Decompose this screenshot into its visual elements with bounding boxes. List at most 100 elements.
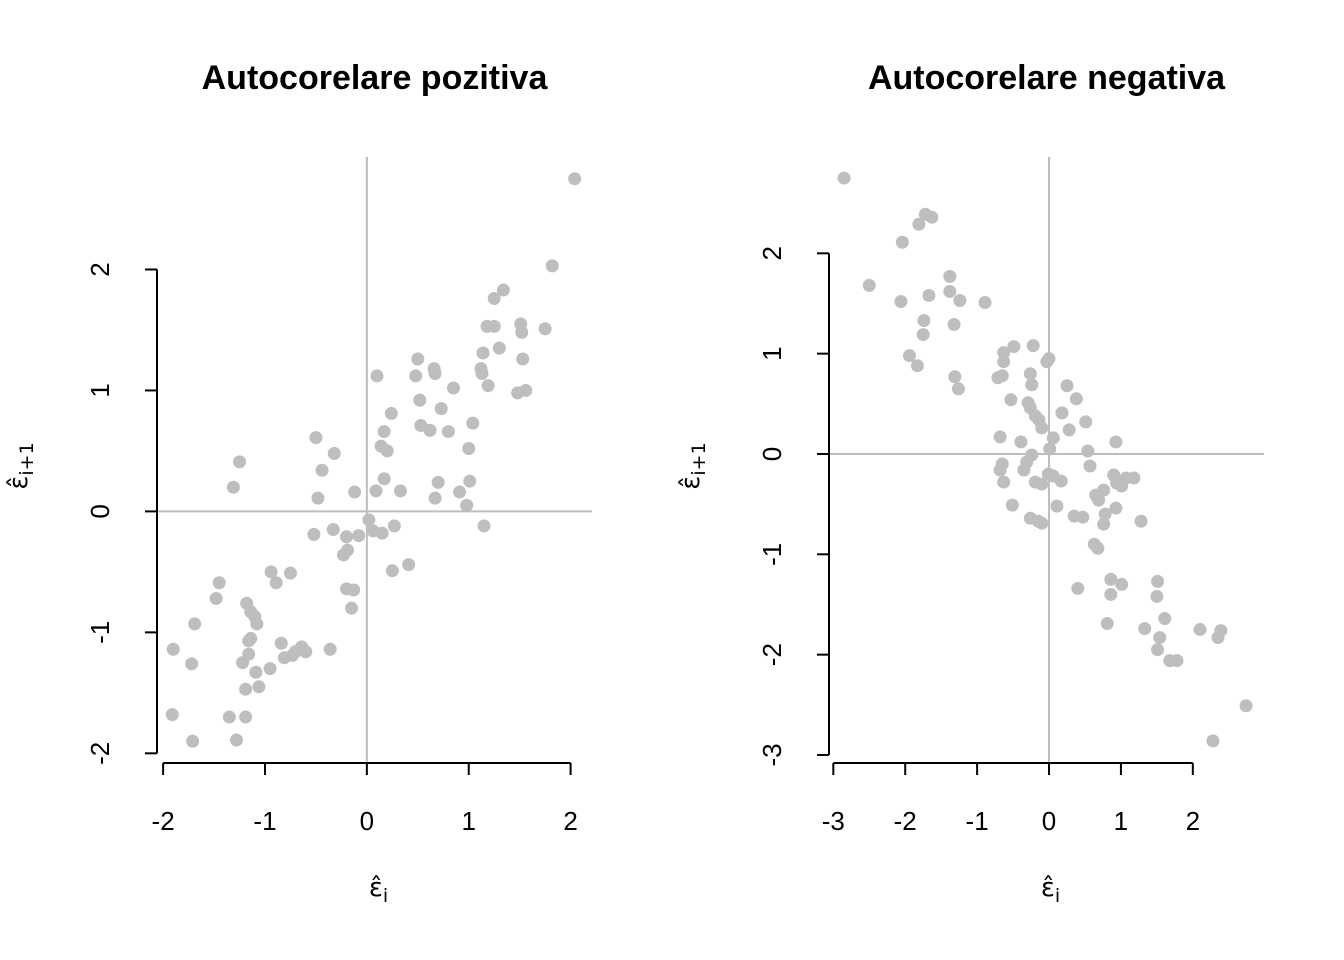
point	[487, 319, 501, 333]
point	[375, 526, 389, 540]
point	[1138, 622, 1152, 636]
point	[953, 293, 967, 307]
point	[1153, 631, 1167, 645]
y-axis-label-symbol: ε̂	[4, 476, 34, 490]
point	[209, 591, 223, 605]
point	[947, 318, 961, 332]
x-tick-label: -1	[253, 806, 276, 836]
point	[894, 294, 908, 308]
point	[568, 172, 582, 186]
point	[1054, 474, 1068, 488]
point	[1109, 501, 1123, 515]
point	[948, 370, 962, 384]
y-tick-label: -2	[757, 643, 787, 666]
y-axis-label-subscript: i+1	[688, 442, 710, 475]
point	[327, 446, 341, 460]
x-tick-label: 1	[461, 806, 475, 836]
point	[1023, 367, 1037, 381]
point	[978, 295, 992, 309]
point	[1092, 493, 1106, 507]
point	[1151, 643, 1165, 657]
y-tick-label: 0	[757, 447, 787, 461]
point	[1026, 339, 1040, 353]
point	[1115, 479, 1129, 493]
point	[384, 406, 398, 420]
point	[236, 656, 250, 670]
point	[1115, 577, 1129, 591]
point	[862, 278, 876, 292]
x-tick-label: -2	[152, 806, 175, 836]
point	[492, 341, 506, 355]
point	[1005, 498, 1019, 512]
point	[299, 645, 313, 659]
point	[1071, 581, 1085, 595]
point	[1239, 699, 1253, 713]
x-axis-label: ε̂i	[1041, 873, 1060, 907]
y-axis-label: ε̂i+1	[4, 442, 38, 489]
point	[277, 651, 291, 665]
point	[307, 527, 321, 541]
point	[1081, 444, 1095, 458]
point	[393, 484, 407, 498]
point	[916, 328, 930, 342]
point	[274, 636, 288, 650]
point	[477, 519, 491, 533]
point	[402, 558, 416, 572]
y-tick-label: 1	[85, 383, 115, 397]
point	[912, 217, 926, 231]
point	[481, 379, 495, 393]
point	[1211, 631, 1225, 645]
point	[423, 423, 437, 437]
point	[380, 444, 394, 458]
point	[1069, 392, 1083, 406]
point	[315, 463, 329, 477]
x-tick-label: 2	[1186, 806, 1200, 836]
point	[362, 513, 376, 527]
point	[269, 576, 283, 590]
point	[339, 530, 353, 544]
y-tick-label: 0	[85, 504, 115, 518]
point	[250, 617, 264, 631]
point	[515, 325, 529, 339]
x-axis-label-subscript: i	[1055, 885, 1060, 907]
point	[239, 682, 253, 696]
x-tick-label: -3	[822, 806, 845, 836]
point	[1104, 572, 1118, 586]
point	[309, 431, 323, 445]
point	[1017, 463, 1031, 477]
point	[462, 442, 476, 456]
y-tick-label: -1	[757, 543, 787, 566]
chart-title: Autocorelare negativa	[868, 59, 1226, 97]
point	[496, 283, 510, 297]
point	[352, 529, 366, 543]
point	[475, 367, 489, 381]
point	[345, 601, 359, 615]
point	[428, 491, 442, 505]
point	[993, 430, 1007, 444]
point	[1004, 393, 1018, 407]
point	[925, 210, 939, 224]
point	[1104, 587, 1118, 601]
point	[1062, 423, 1076, 437]
point	[910, 359, 924, 373]
point	[951, 382, 965, 396]
point	[460, 498, 474, 512]
x-axis-label-symbol: ε̂	[1041, 873, 1055, 903]
point	[323, 642, 337, 656]
point	[387, 519, 401, 533]
point	[453, 485, 467, 499]
point	[226, 480, 240, 494]
point	[997, 346, 1011, 360]
point	[1007, 340, 1021, 354]
x-axis-label: ε̂i	[369, 873, 388, 907]
y-tick-label: -3	[757, 743, 787, 766]
point	[487, 292, 501, 306]
point	[1035, 516, 1049, 530]
point	[263, 662, 277, 676]
point	[1043, 442, 1057, 456]
point	[441, 425, 455, 439]
x-tick-label: 0	[1042, 806, 1056, 836]
point	[1076, 510, 1090, 524]
point	[1050, 499, 1064, 513]
point	[311, 491, 325, 505]
